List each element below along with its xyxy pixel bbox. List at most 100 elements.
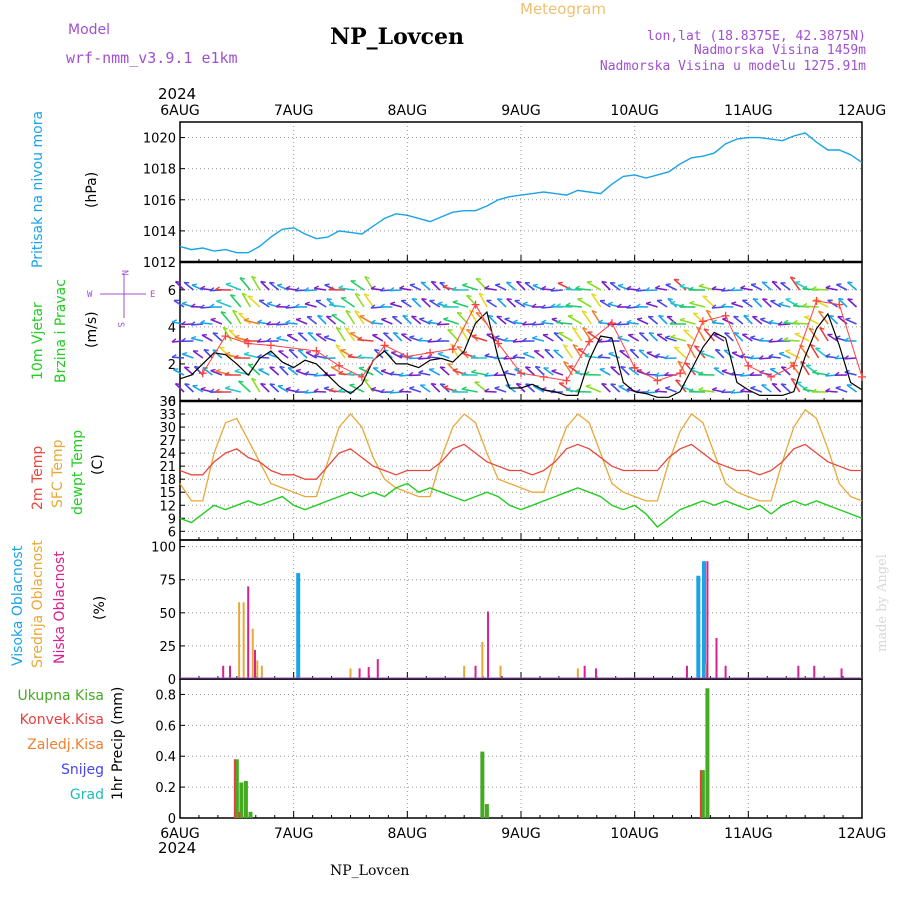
wind-arrow-head: [845, 317, 851, 320]
wind-arrow: [837, 298, 848, 308]
wind-arrow-head: [584, 353, 590, 357]
wind-arrow-head: [556, 319, 562, 324]
wind-arrow: [277, 385, 289, 393]
wind-arrow: [486, 333, 498, 342]
cloud-ytick-label: 75: [159, 574, 176, 589]
wind-arrow: [794, 333, 810, 342]
wind-arrow-head: [328, 302, 334, 306]
gust-marker: [858, 372, 866, 381]
wind-arrow-head: [171, 354, 177, 358]
wind-arrow-head: [506, 298, 512, 301]
wind-arrow: [575, 287, 592, 291]
wind-arrow-head: [553, 332, 560, 335]
wind-arrow-head: [648, 332, 655, 335]
wind-labels: 10m Vjetar Brzina i Pravac (m/s) W E N S: [30, 270, 155, 383]
footer-station: NP_Lovcen: [330, 863, 409, 879]
wind-arrow-head: [597, 338, 603, 343]
wind-arrow: [400, 299, 412, 308]
wind-arrow-head: [563, 360, 569, 365]
precip-unit: 1hr Precip (mm): [110, 687, 126, 800]
temp-ytick-label: 12: [159, 499, 176, 514]
credit-text: made by Angel: [875, 554, 890, 652]
wind-arrow: [768, 355, 781, 359]
wind-arrow-head: [411, 315, 417, 318]
wind-arrow: [743, 314, 753, 325]
wind-arrow-head: [785, 298, 791, 300]
wind-arrow-head: [364, 275, 370, 280]
wind-arrow: [247, 295, 261, 308]
cloud-ytick-label: 25: [159, 640, 176, 655]
wind-arrow: [335, 344, 346, 359]
wind-arrow-head: [398, 372, 404, 377]
wind-arrow-head: [437, 301, 443, 305]
wind-arrow-head: [667, 298, 673, 301]
wind-arrow-head: [620, 365, 626, 369]
wind-arrow: [418, 357, 431, 360]
cloud-bar: [247, 586, 250, 678]
cloud-bar: [715, 637, 718, 678]
wind-arrow-head: [298, 332, 304, 335]
wind-ytick-label: 6: [168, 284, 176, 299]
wind-arrow: [581, 310, 592, 325]
wind-arrow: [585, 385, 602, 393]
wind-arrow: [429, 299, 441, 308]
wind-arrow: [225, 283, 242, 291]
wind-arrow: [329, 304, 346, 308]
wind-arrow: [222, 326, 233, 342]
compass-e: E: [150, 290, 155, 300]
wind-arrow-head: [844, 337, 850, 342]
wind-arrow: [601, 383, 611, 393]
wind-arrow: [216, 300, 232, 308]
wind-arrow: [247, 363, 261, 376]
wind-arrow: [218, 346, 232, 359]
wind-arrow-head: [304, 389, 309, 394]
wind-arrow: [232, 309, 242, 325]
wind-arrow-head: [324, 283, 330, 286]
precip-bar: [243, 780, 248, 818]
precip-ytick-label: 0.2: [155, 781, 176, 796]
wind-arrow-head: [654, 372, 660, 377]
wind-arrow: [610, 366, 621, 376]
wind-arrow-head: [696, 326, 702, 330]
wind-arrow-head: [804, 315, 810, 318]
wind-arrow-head: [808, 327, 815, 331]
wind-arrow-head: [522, 321, 527, 326]
cloud-bar: [487, 611, 490, 678]
wind-arrow-head: [781, 366, 787, 369]
cloud-bar: [463, 665, 466, 678]
temp-ytick-label: 21: [159, 460, 176, 475]
wind-arrow-head: [429, 368, 435, 370]
precip-bar: [705, 688, 710, 818]
wind-arrow: [389, 289, 402, 292]
cloud-ytick-label: 0: [168, 673, 176, 688]
wind-arrow: [201, 334, 213, 342]
wind-arrow: [295, 318, 308, 325]
wind-arrow-head: [243, 351, 250, 355]
wind-arrow-head: [442, 303, 448, 308]
wind-arrow-head: [525, 383, 531, 386]
pressure-ytick-label: 1018: [143, 163, 176, 178]
wind-arrow-head: [295, 317, 302, 321]
wind-arrow-head: [209, 388, 215, 393]
wind-arrow-head: [715, 348, 721, 352]
wind-arrow: [532, 337, 545, 342]
wind-arrow: [599, 300, 611, 308]
gust-marker: [835, 300, 844, 309]
wind-arrow-head: [670, 334, 676, 338]
wind-arrow: [331, 314, 346, 325]
wind-arrow-head: [462, 351, 468, 354]
wind-arrow-head: [575, 285, 581, 290]
cloud-bar: [813, 665, 816, 678]
wind-arrow-head: [241, 292, 247, 296]
wind-arrow-head: [750, 385, 756, 389]
wind-arrow: [733, 315, 744, 325]
wind-arrow-head: [380, 368, 387, 372]
gust-marker: [403, 352, 412, 361]
wind-arrow: [673, 346, 687, 359]
wind-arrow-head: [389, 389, 395, 394]
wind-arrow: [696, 326, 706, 342]
wind-arrow: [673, 278, 687, 291]
cloud-bar: [840, 668, 843, 678]
wind-arrow-head: [475, 277, 482, 281]
wind-arrow-head: [470, 354, 476, 359]
